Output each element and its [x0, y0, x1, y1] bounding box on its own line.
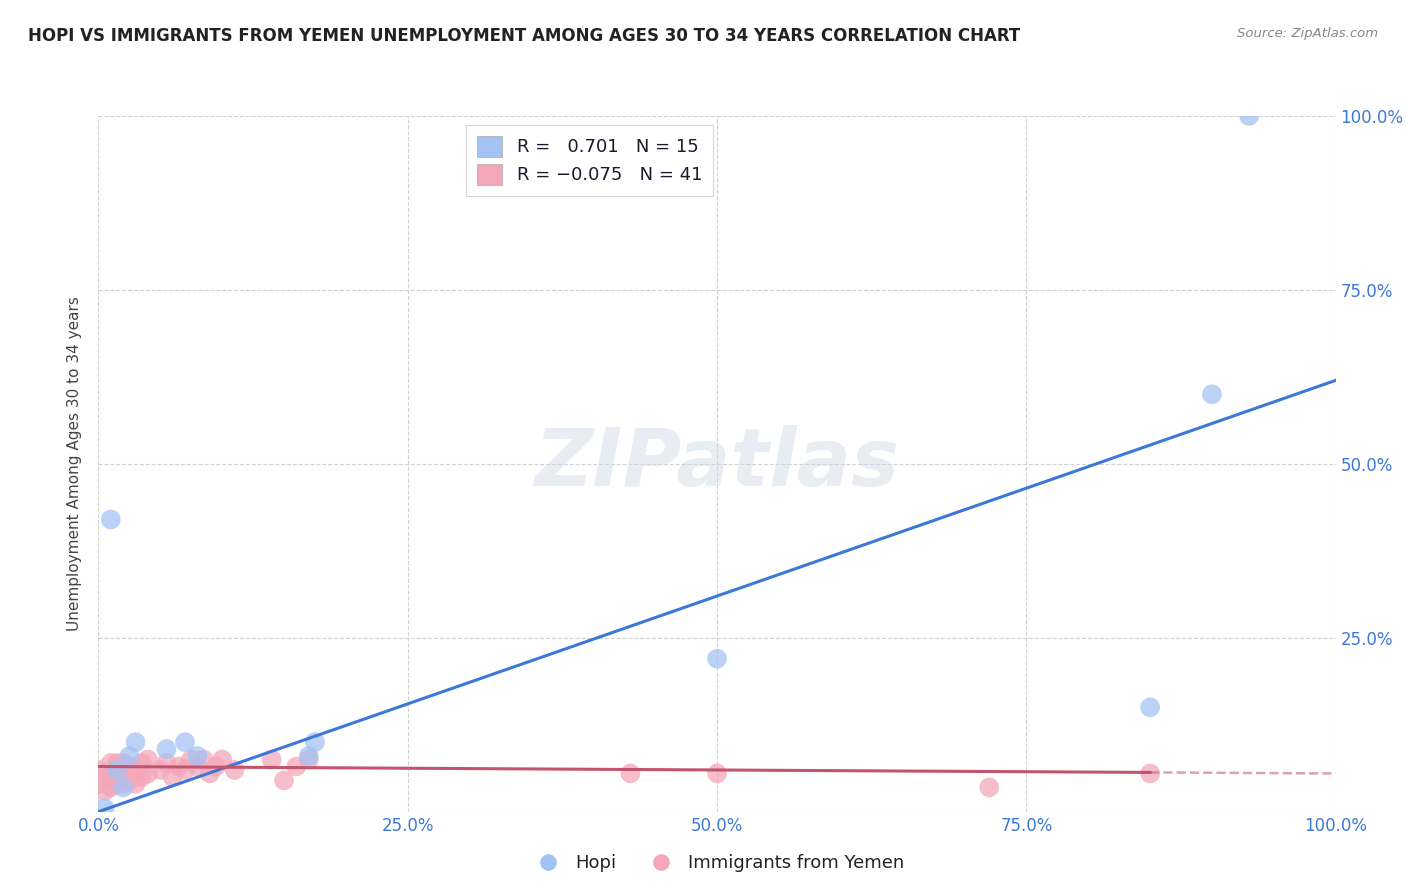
Point	[105, 766, 128, 780]
Point	[131, 770, 153, 784]
Point	[186, 759, 208, 773]
Point	[174, 735, 197, 749]
Point	[136, 753, 159, 767]
Point	[105, 756, 128, 770]
Point	[100, 780, 122, 795]
Point	[112, 756, 135, 770]
Point	[174, 763, 197, 777]
Point	[93, 801, 115, 815]
Point	[105, 763, 128, 777]
Legend: Hopi, Immigrants from Yemen: Hopi, Immigrants from Yemen	[523, 847, 911, 880]
Point	[118, 759, 141, 773]
Point	[100, 756, 122, 770]
Point	[193, 753, 215, 767]
Point	[118, 773, 141, 788]
Point	[224, 763, 246, 777]
Point	[298, 753, 321, 767]
Point	[298, 749, 321, 764]
Point	[124, 763, 146, 777]
Point	[186, 749, 208, 764]
Point	[93, 770, 115, 784]
Point	[112, 777, 135, 791]
Point	[136, 766, 159, 780]
Y-axis label: Unemployment Among Ages 30 to 34 years: Unemployment Among Ages 30 to 34 years	[67, 296, 83, 632]
Point	[167, 759, 190, 773]
Point	[205, 759, 228, 773]
Point	[100, 770, 122, 784]
Point	[619, 766, 641, 780]
Text: Source: ZipAtlas.com: Source: ZipAtlas.com	[1237, 27, 1378, 40]
Point	[124, 735, 146, 749]
Point	[1139, 700, 1161, 714]
Text: ZIPatlas: ZIPatlas	[534, 425, 900, 503]
Point	[1201, 387, 1223, 401]
Point	[180, 753, 202, 767]
Point	[87, 777, 110, 791]
Point	[155, 742, 177, 756]
Point	[706, 651, 728, 665]
Point	[100, 512, 122, 526]
Text: HOPI VS IMMIGRANTS FROM YEMEN UNEMPLOYMENT AMONG AGES 30 TO 34 YEARS CORRELATION: HOPI VS IMMIGRANTS FROM YEMEN UNEMPLOYME…	[28, 27, 1021, 45]
Point	[112, 766, 135, 780]
Point	[105, 777, 128, 791]
Point	[155, 756, 177, 770]
Point	[93, 784, 115, 798]
Point	[285, 759, 308, 773]
Point	[124, 777, 146, 791]
Point	[131, 756, 153, 770]
Point	[979, 780, 1001, 795]
Point	[198, 766, 221, 780]
Point	[118, 749, 141, 764]
Point	[706, 766, 728, 780]
Point	[304, 735, 326, 749]
Point	[211, 753, 233, 767]
Point	[273, 773, 295, 788]
Point	[1139, 766, 1161, 780]
Point	[149, 763, 172, 777]
Point	[87, 763, 110, 777]
Point	[260, 753, 283, 767]
Point	[162, 770, 184, 784]
Point	[112, 780, 135, 795]
Point	[1237, 109, 1260, 123]
